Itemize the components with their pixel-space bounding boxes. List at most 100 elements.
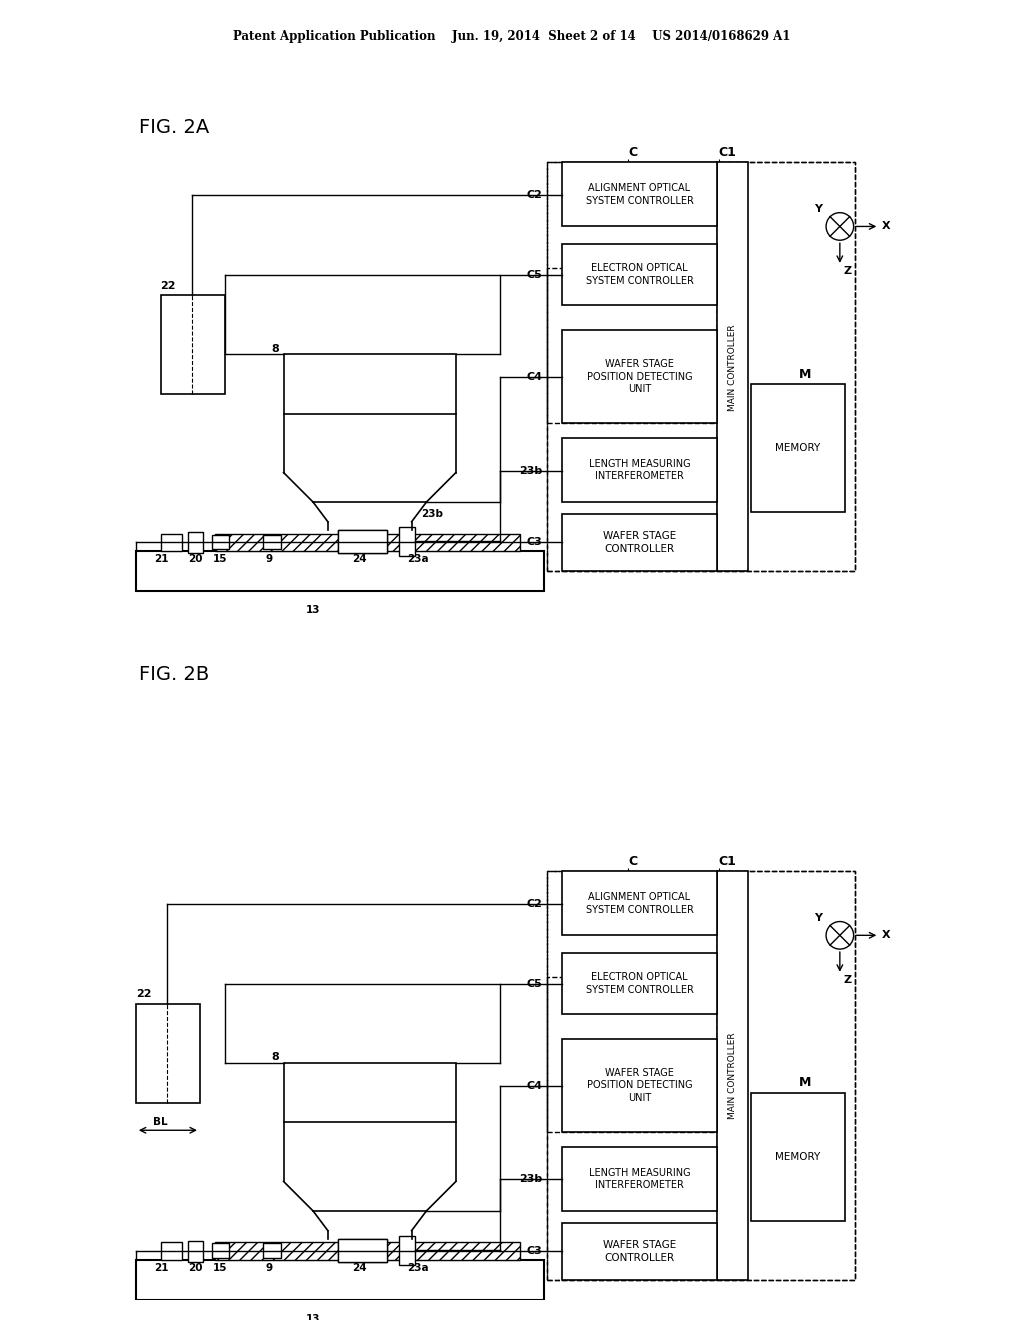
Text: C3: C3 [526, 1246, 543, 1257]
Bar [752, 1093, 845, 1221]
Text: C1: C1 [719, 147, 736, 160]
Bar [562, 438, 717, 502]
Bar [338, 1238, 387, 1262]
Bar [548, 162, 855, 572]
Bar [212, 535, 229, 549]
Text: 23a: 23a [407, 554, 428, 564]
Text: 22: 22 [161, 281, 176, 290]
Text: C2: C2 [526, 190, 543, 199]
Text: 23b: 23b [519, 466, 543, 475]
Bar [548, 162, 717, 424]
Text: 20: 20 [187, 1263, 202, 1272]
Text: Y: Y [814, 203, 822, 214]
Bar [215, 533, 520, 552]
Bar [215, 1242, 520, 1261]
Text: MAIN CONTROLLER: MAIN CONTROLLER [728, 1032, 737, 1119]
Text: 24: 24 [352, 554, 367, 564]
Text: C4: C4 [526, 372, 543, 381]
Text: 13: 13 [306, 606, 321, 615]
Text: 8: 8 [271, 343, 280, 354]
Text: M: M [799, 368, 811, 380]
Text: LENGTH MEASURING
INTERFEROMETER: LENGTH MEASURING INTERFEROMETER [589, 459, 690, 482]
Text: X: X [883, 222, 891, 231]
Text: C2: C2 [526, 899, 543, 908]
Text: X: X [883, 931, 891, 940]
Text: ELECTRON OPTICAL
SYSTEM CONTROLLER: ELECTRON OPTICAL SYSTEM CONTROLLER [586, 264, 693, 286]
Bar [562, 162, 717, 227]
Text: ELECTRON OPTICAL
SYSTEM CONTROLLER: ELECTRON OPTICAL SYSTEM CONTROLLER [586, 973, 693, 995]
Bar [548, 871, 855, 1280]
Bar [188, 1241, 203, 1262]
Text: FIG. 2B: FIG. 2B [139, 665, 209, 684]
Bar [161, 1242, 182, 1261]
Bar [562, 244, 717, 305]
Text: Patent Application Publication    Jun. 19, 2014  Sheet 2 of 14    US 2014/016862: Patent Application Publication Jun. 19, … [233, 30, 791, 44]
Text: LENGTH MEASURING
INTERFEROMETER: LENGTH MEASURING INTERFEROMETER [589, 1168, 690, 1191]
Bar [284, 355, 456, 413]
Bar [548, 977, 717, 1280]
Bar [338, 529, 387, 553]
Text: 15: 15 [212, 1263, 227, 1272]
Text: WAFER STAGE
CONTROLLER: WAFER STAGE CONTROLLER [603, 531, 676, 553]
Text: C: C [628, 147, 637, 160]
Bar [212, 1243, 229, 1258]
Text: Y: Y [814, 912, 822, 923]
Text: 23b: 23b [519, 1175, 543, 1184]
Text: WAFER STAGE
POSITION DETECTING
UNIT: WAFER STAGE POSITION DETECTING UNIT [587, 1068, 692, 1104]
Text: MEMORY: MEMORY [775, 444, 820, 453]
Bar [136, 1005, 200, 1102]
Bar [562, 1222, 717, 1280]
Text: C4: C4 [526, 1081, 543, 1090]
Bar [717, 871, 855, 1280]
Text: C: C [628, 855, 637, 869]
Bar [263, 535, 281, 549]
Bar [136, 552, 545, 591]
Bar [717, 162, 855, 572]
Bar [188, 532, 203, 553]
Text: WAFER STAGE
CONTROLLER: WAFER STAGE CONTROLLER [603, 1241, 676, 1262]
Text: MAIN CONTROLLER: MAIN CONTROLLER [728, 323, 737, 411]
Bar [752, 384, 845, 512]
Bar [398, 527, 415, 556]
Text: C1: C1 [719, 855, 736, 869]
Text: FIG. 2A: FIG. 2A [139, 119, 209, 137]
Text: 21: 21 [155, 554, 169, 564]
Text: MEMORY: MEMORY [775, 1152, 820, 1162]
Bar [548, 871, 717, 1133]
Bar [562, 513, 717, 572]
Bar [338, 1238, 387, 1262]
Bar [136, 1261, 545, 1300]
Text: 15: 15 [212, 554, 227, 564]
Text: 24: 24 [352, 1263, 367, 1272]
Bar [562, 1039, 717, 1133]
Text: 9: 9 [265, 1263, 272, 1272]
Bar [338, 529, 387, 553]
Text: ALIGNMENT OPTICAL
SYSTEM CONTROLLER: ALIGNMENT OPTICAL SYSTEM CONTROLLER [586, 183, 693, 206]
Bar [717, 162, 749, 572]
Text: C5: C5 [526, 978, 543, 989]
Text: 8: 8 [271, 1052, 280, 1063]
Bar [161, 296, 224, 393]
Text: 23b: 23b [422, 510, 443, 519]
Text: C5: C5 [526, 269, 543, 280]
Bar [562, 330, 717, 424]
Text: ALIGNMENT OPTICAL
SYSTEM CONTROLLER: ALIGNMENT OPTICAL SYSTEM CONTROLLER [586, 892, 693, 915]
Text: 21: 21 [155, 1263, 169, 1272]
Text: 9: 9 [265, 554, 272, 564]
Text: 20: 20 [187, 554, 202, 564]
Bar [548, 268, 717, 572]
Bar [562, 871, 717, 936]
Bar [562, 1147, 717, 1210]
Text: 22: 22 [136, 990, 152, 999]
Bar [161, 533, 182, 552]
Text: WAFER STAGE
POSITION DETECTING
UNIT: WAFER STAGE POSITION DETECTING UNIT [587, 359, 692, 393]
Text: 13: 13 [306, 1315, 321, 1320]
Bar [398, 1236, 415, 1265]
Bar [263, 1243, 281, 1258]
Bar [717, 871, 749, 1280]
Text: Z: Z [844, 265, 852, 276]
Text: M: M [799, 1077, 811, 1089]
Text: BL: BL [154, 1118, 168, 1127]
Bar [284, 1064, 456, 1122]
Bar [562, 953, 717, 1014]
